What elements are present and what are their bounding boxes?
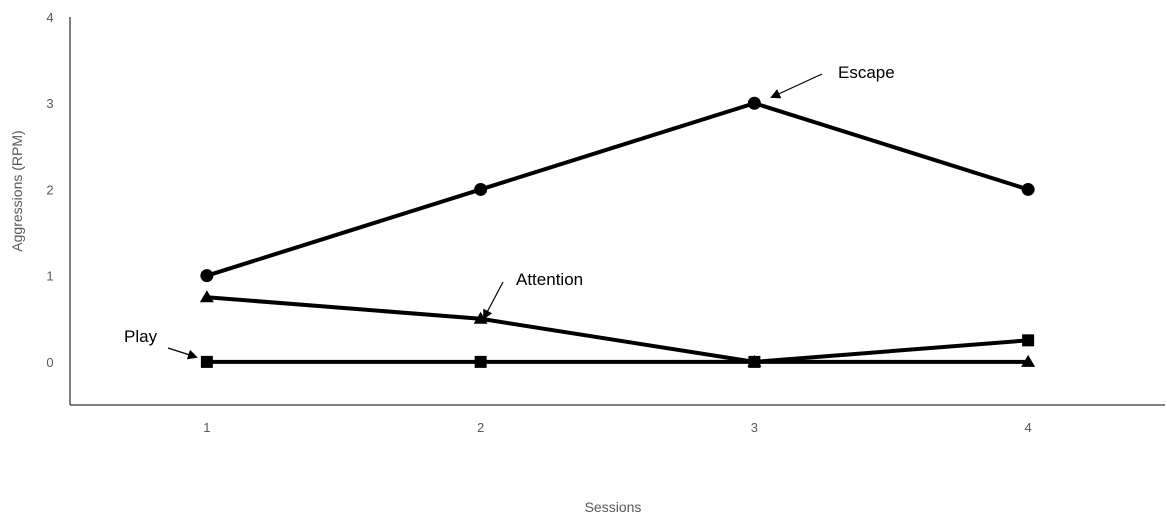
series-line-attention — [206, 295, 1029, 364]
data-point-escape — [474, 182, 488, 196]
data-point-play — [474, 355, 487, 368]
data-point-attention — [199, 290, 214, 303]
data-point-escape — [200, 269, 214, 283]
series-lines — [206, 101, 1029, 364]
x-tick-label: 2 — [477, 420, 484, 435]
annotation-arrow-play — [167, 347, 198, 360]
data-point-play — [748, 355, 761, 368]
y-tick-label: 4 — [46, 10, 53, 25]
axes — [69, 17, 1165, 406]
y-tick-label: 0 — [46, 355, 53, 370]
data-point-play — [200, 355, 213, 368]
data-point-escape — [747, 96, 761, 110]
data-point-play — [1022, 334, 1035, 347]
annotation-label-escape: Escape — [838, 63, 895, 82]
y-tick-label: 2 — [46, 182, 53, 197]
annotation-arrow-attention — [483, 281, 504, 320]
x-tick-label: 3 — [751, 420, 758, 435]
y-tick-label: 1 — [46, 269, 53, 284]
data-point-attention — [473, 311, 488, 324]
x-tick-label: 1 — [203, 420, 210, 435]
x-axis-title: Sessions — [585, 499, 642, 515]
annotation-arrow-escape — [770, 73, 823, 99]
tick-labels: 0 1 2 3 4 1 2 3 4 — [46, 10, 1031, 435]
data-point-attention — [1021, 354, 1036, 367]
annotations: Escape Attention Play — [124, 63, 895, 360]
series-line-escape — [206, 101, 1029, 278]
data-point-escape — [1021, 182, 1035, 196]
y-axis-title: Aggressions (RPM) — [9, 130, 25, 251]
series-line-play — [206, 338, 1029, 364]
series-markers — [199, 96, 1036, 368]
y-tick-label: 3 — [46, 96, 53, 111]
annotation-label-play: Play — [124, 327, 158, 346]
x-tick-label: 4 — [1025, 420, 1032, 435]
annotation-label-attention: Attention — [516, 270, 583, 289]
